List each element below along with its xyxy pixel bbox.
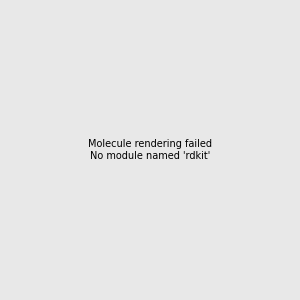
Text: Molecule rendering failed
No module named 'rdkit': Molecule rendering failed No module name…: [88, 139, 212, 161]
